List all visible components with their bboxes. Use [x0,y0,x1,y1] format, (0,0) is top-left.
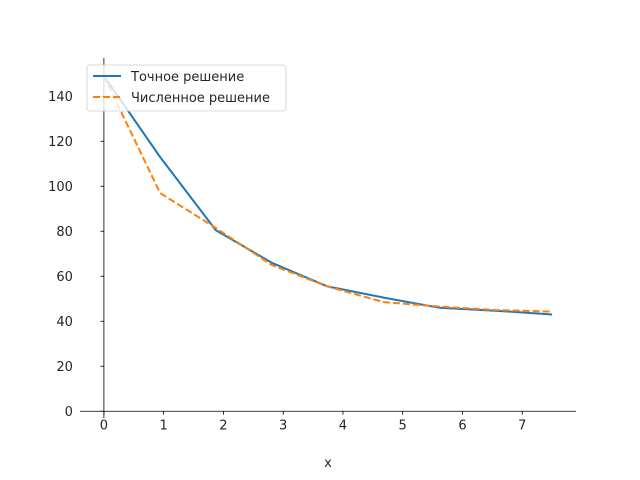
legend-label-2: Численное решение [131,91,270,106]
x-tick-label: 2 [219,418,227,433]
y-tick-label: 100 [48,180,73,195]
legend: Точное решение Численное решение [86,64,287,112]
x-tick-label: 3 [279,418,287,433]
y-tick-label: 120 [48,135,73,150]
y-tick-label: 40 [56,315,73,330]
x-tick-label: 4 [339,418,347,433]
series-group [102,75,553,316]
y-tick-label: 20 [56,360,73,375]
series-line-2 [102,75,553,313]
axes: 0 1 2 3 4 5 6 7 0 20 40 60 80 100 120 140 [48,58,576,433]
x-tick-label: 6 [458,418,466,433]
y-tick-label: 0 [65,405,73,420]
y-tick-label: 80 [56,225,73,240]
legend-box [86,64,287,112]
y-tick-label: 140 [48,90,73,105]
x-tick-label: 5 [399,418,407,433]
legend-label-1: Точное решение [130,70,244,85]
x-tick-label: 1 [160,418,168,433]
x-tick-label: 0 [100,418,108,433]
x-axis-title: x [324,456,332,471]
x-tick-label: 7 [518,418,526,433]
y-tick-label: 60 [56,270,73,285]
